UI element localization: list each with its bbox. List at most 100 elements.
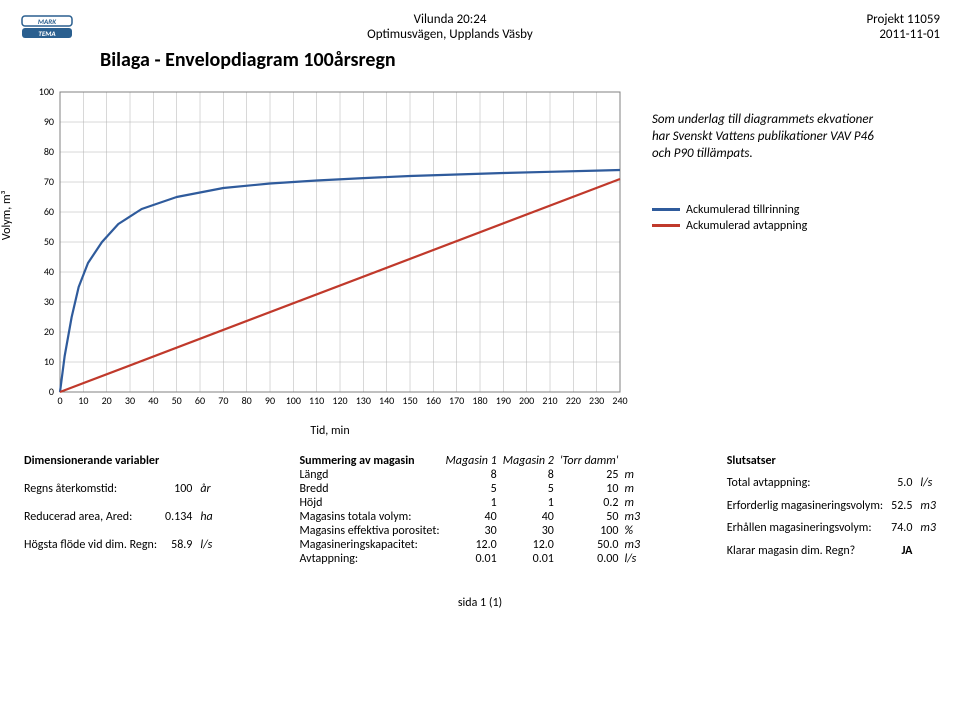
svg-text:100: 100 [286, 394, 301, 407]
cell: 52.5 [887, 499, 916, 521]
cell: 40 [500, 510, 557, 524]
svg-text:60: 60 [195, 394, 205, 407]
table-row: Erforderlig magasineringsvolym:52.5m3 [723, 499, 940, 521]
svg-text:210: 210 [542, 394, 557, 407]
cell: 58.9 [161, 538, 196, 566]
cell: 0.01 [500, 552, 557, 566]
table-row: Högsta flöde vid dim. Regn:58.9l/s [20, 538, 217, 566]
table-row: Regns återkomstid:100år [20, 482, 217, 510]
table-summering: Summering av magasin Magasin 1 Magasin 2… [296, 454, 643, 566]
cell: JA [887, 544, 916, 566]
x-axis-label: Tid, min [20, 424, 640, 438]
cell: Högsta flöde vid dim. Regn: [20, 538, 161, 566]
cell: 50.0 [557, 538, 622, 552]
cell: Klarar magasin dim. Regn? [723, 544, 887, 566]
cell: Längd [296, 468, 442, 482]
table-slut-header: Slutsatser [723, 454, 940, 476]
cell: m [621, 496, 643, 510]
table-row: Total avtappning:5.0l/s [723, 476, 940, 498]
legend-label: Ackumulerad tillrinning [686, 203, 799, 217]
cell: m [621, 468, 643, 482]
cell: m3 [621, 510, 643, 524]
cell: 100 [557, 524, 622, 538]
svg-text:0: 0 [57, 394, 62, 407]
svg-text:180: 180 [472, 394, 487, 407]
table-row: Avtappning:0.010.010.00l/s [296, 552, 643, 566]
cell: år [196, 482, 216, 510]
cell: Reducerad area, Ared: [20, 510, 161, 538]
table-row: Bredd5510m [296, 482, 643, 496]
svg-text:20: 20 [44, 325, 54, 338]
svg-text:70: 70 [218, 394, 228, 407]
table-row: Magasineringskapacitet:12.012.050.0m3 [296, 538, 643, 552]
page-footer: sida 1 (1) [20, 596, 940, 610]
header-title-1: Vilunda 20:24 [80, 12, 820, 27]
cell: 30 [443, 524, 500, 538]
cell: m3 [621, 538, 643, 552]
svg-text:90: 90 [44, 115, 54, 128]
table-row: Reducerad area, Ared:0.134ha [20, 510, 217, 538]
svg-text:0: 0 [49, 385, 54, 398]
cell [916, 544, 940, 566]
table-dim-variabler: Dimensionerande variabler Regns återkoms… [20, 454, 217, 566]
svg-text:110: 110 [309, 394, 324, 407]
legend-swatch [652, 208, 680, 211]
cell: l/s [621, 552, 643, 566]
table-row: Längd8825m [296, 468, 643, 482]
mid-h1: Summering av magasin [296, 454, 442, 468]
table-row: Magasins totala volym:404050m3 [296, 510, 643, 524]
cell: Erforderlig magasineringsvolym: [723, 499, 887, 521]
cell: 74.0 [887, 521, 916, 543]
svg-text:160: 160 [426, 394, 441, 407]
chart-side-column: Som underlag till diagrammets ekvationer… [652, 82, 940, 235]
cell: 1 [500, 496, 557, 510]
svg-text:200: 200 [519, 394, 534, 407]
legend-label: Ackumulerad avtappning [686, 219, 807, 233]
cell: 0.01 [443, 552, 500, 566]
cell: Bredd [296, 482, 442, 496]
svg-text:60: 60 [44, 205, 54, 218]
cell: 1 [443, 496, 500, 510]
svg-text:30: 30 [125, 394, 135, 407]
chart-legend: Ackumulerad tillrinning Ackumulerad avtap… [652, 203, 940, 233]
svg-text:100: 100 [39, 85, 54, 98]
svg-text:140: 140 [379, 394, 394, 407]
svg-text:90: 90 [265, 394, 275, 407]
page-header: MARK TEMA Vilunda 20:24 Optimusvägen, Up… [20, 12, 940, 42]
svg-text:70: 70 [44, 175, 54, 188]
svg-text:30: 30 [44, 295, 54, 308]
cell: 50 [557, 510, 622, 524]
cell: 8 [443, 468, 500, 482]
cell: 0.00 [557, 552, 622, 566]
table-slutsatser: Slutsatser Total avtappning:5.0l/sErford… [723, 454, 940, 566]
svg-text:50: 50 [172, 394, 182, 407]
cell: 10 [557, 482, 622, 496]
legend-item: Ackumulerad avtappning [652, 219, 940, 233]
chart-container: Volym, m³ 010203040506070809010011012013… [20, 82, 640, 448]
chart-row: Volym, m³ 010203040506070809010011012013… [20, 82, 940, 448]
header-center: Vilunda 20:24 Optimusvägen, Upplands Väs… [80, 12, 820, 42]
cell: 5 [500, 482, 557, 496]
mid-h2: Magasin 1 [443, 454, 500, 468]
mid-h3: Magasin 2 [500, 454, 557, 468]
legend-swatch [652, 224, 680, 227]
svg-text:240: 240 [612, 394, 627, 407]
data-tables: Dimensionerande variabler Regns återkoms… [20, 454, 940, 566]
cell: 40 [443, 510, 500, 524]
cell: 5 [443, 482, 500, 496]
table-row: Magasins effektiva porositet:3030100% [296, 524, 643, 538]
cell: 5.0 [887, 476, 916, 498]
svg-text:150: 150 [402, 394, 417, 407]
cell: Magasins totala volym: [296, 510, 442, 524]
svg-text:170: 170 [449, 394, 464, 407]
svg-text:80: 80 [44, 145, 54, 158]
cell: 30 [500, 524, 557, 538]
cell: 12.0 [500, 538, 557, 552]
project-date: 2011-11-01 [820, 27, 940, 42]
svg-text:120: 120 [332, 394, 347, 407]
svg-text:10: 10 [78, 394, 88, 407]
cell: 12.0 [443, 538, 500, 552]
legend-item: Ackumulerad tillrinning [652, 203, 940, 217]
page-title: Bilaga - Envelopdiagram 100årsregn [100, 48, 940, 72]
svg-text:50: 50 [44, 235, 54, 248]
